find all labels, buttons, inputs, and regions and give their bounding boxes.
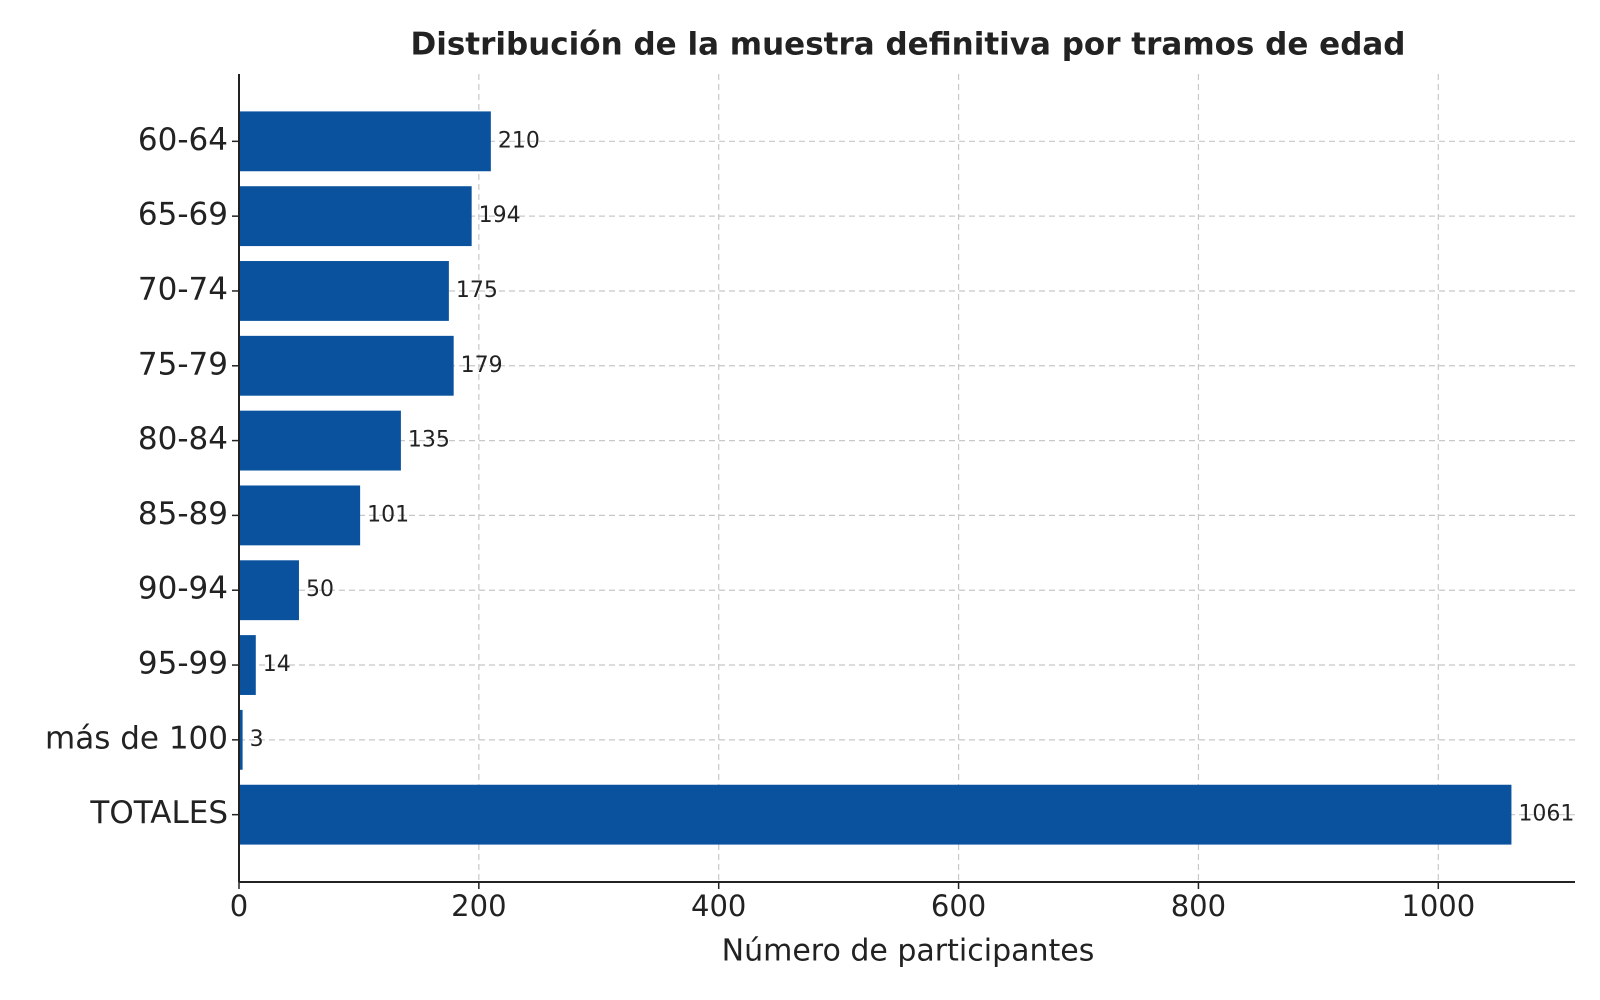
value-label: 14: [263, 652, 291, 677]
x-axis-label: Número de participantes: [722, 934, 1095, 969]
y-tick-label: 85-89: [138, 496, 228, 532]
x-tick-label: 200: [451, 889, 506, 923]
bar: [239, 709, 243, 770]
y-tick-label: 90-94: [138, 571, 228, 607]
bar: [239, 635, 256, 695]
y-tick-label: 80-84: [138, 421, 228, 457]
value-label: 194: [479, 203, 521, 228]
y-tick-label: 60-64: [138, 122, 228, 158]
x-tick-label: 400: [691, 889, 746, 923]
value-label: 179: [461, 353, 503, 378]
value-label: 135: [408, 428, 450, 453]
y-tick-label: TOTALES: [89, 795, 228, 831]
x-tick-label: 0: [230, 889, 248, 923]
bar: [239, 485, 361, 546]
value-label: 1061: [1518, 802, 1574, 827]
bar: [239, 335, 454, 396]
value-label: 210: [498, 128, 540, 153]
value-label: 101: [367, 502, 409, 527]
y-tick-label: 75-79: [138, 346, 228, 382]
chart-title: Distribución de la muestra definitiva po…: [411, 27, 1406, 63]
bar: [239, 784, 1512, 845]
y-tick-label: más de 100: [45, 720, 228, 756]
value-label: 175: [456, 278, 498, 303]
value-label: 3: [250, 727, 264, 752]
y-tick-label: 70-74: [138, 271, 228, 307]
x-tick-label: 800: [1171, 889, 1226, 923]
x-tick-label: 600: [931, 889, 986, 923]
bar: [239, 560, 299, 621]
y-tick-label: 95-99: [138, 646, 228, 682]
y-tick-label: 65-69: [138, 197, 228, 233]
bar: [239, 261, 449, 321]
x-tick-label: 1000: [1401, 889, 1475, 923]
bar: [239, 111, 491, 172]
bar: [239, 186, 472, 247]
bar: [239, 410, 401, 471]
value-label: 50: [306, 577, 334, 602]
